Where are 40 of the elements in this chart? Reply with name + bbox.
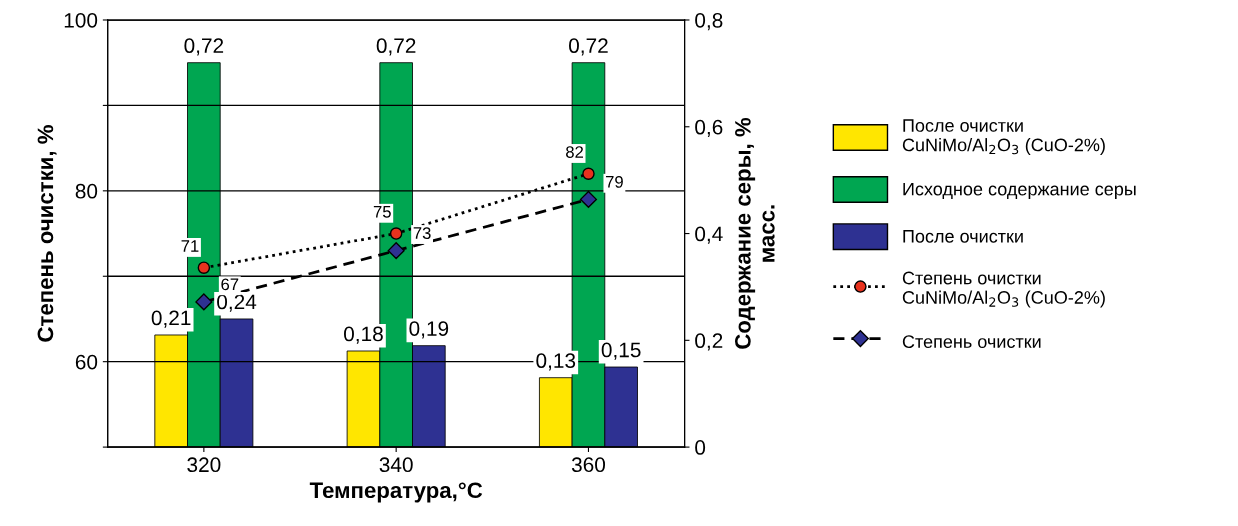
data-label: 0,72 [184, 38, 224, 56]
data-label: 0,24 [217, 294, 257, 312]
y2-tick-label: 0,2 [695, 333, 723, 351]
data-label: 0,21 [151, 310, 191, 328]
y2-tick-label: 0,6 [695, 119, 723, 137]
point [195, 293, 213, 311]
legend-label: После очистки [903, 230, 1023, 243]
y-tick-label: 80 [75, 183, 98, 199]
y-tick-label: 100 [64, 12, 98, 28]
data-label: 0,72 [376, 38, 416, 56]
data-label: 82 [566, 146, 584, 158]
data-label: 73 [413, 227, 431, 239]
data-label: 67 [221, 278, 239, 291]
data-label: 71 [181, 240, 199, 252]
y-axis-title: Степень очистки, % [37, 125, 57, 342]
x-tick-label: 320 [187, 457, 221, 473]
point [579, 190, 598, 208]
data-label: 0,13 [536, 353, 576, 371]
legend-label: Исходное содержание серы [903, 182, 1136, 200]
legend-label: После очистки CuNiMo/Al$_{2}$O$_{3}$ (CuO-2%) [902, 119, 1105, 155]
data-label: 79 [605, 175, 623, 188]
y2-tick-label: 0,8 [695, 12, 723, 31]
data-label: 0,19 [409, 321, 449, 339]
y2-axis-title: Содержание серы, % масс. [734, 117, 775, 349]
legend-label: Степень очистки [902, 335, 1041, 349]
y2-tick-label: 0 [695, 440, 706, 455]
legend-label: Степень очистки CuNiMo/Al$_{2}$O$_{3}$ (CuO-2%) [902, 271, 1105, 308]
data-label: 0,72 [569, 38, 608, 56]
point [582, 167, 595, 180]
point [389, 227, 403, 240]
data-label: 0,15 [601, 342, 641, 360]
x-tick-label: 360 [571, 457, 606, 473]
data-label: 75 [373, 206, 391, 218]
y-tick-label: 60 [75, 354, 98, 370]
point [387, 242, 405, 260]
x-tick-label: 340 [379, 457, 413, 473]
y2-tick-label: 0,4 [695, 226, 723, 244]
x-axis-title: Температура,°C [309, 482, 483, 503]
data-label: 0,18 [344, 326, 383, 344]
point [197, 261, 211, 274]
